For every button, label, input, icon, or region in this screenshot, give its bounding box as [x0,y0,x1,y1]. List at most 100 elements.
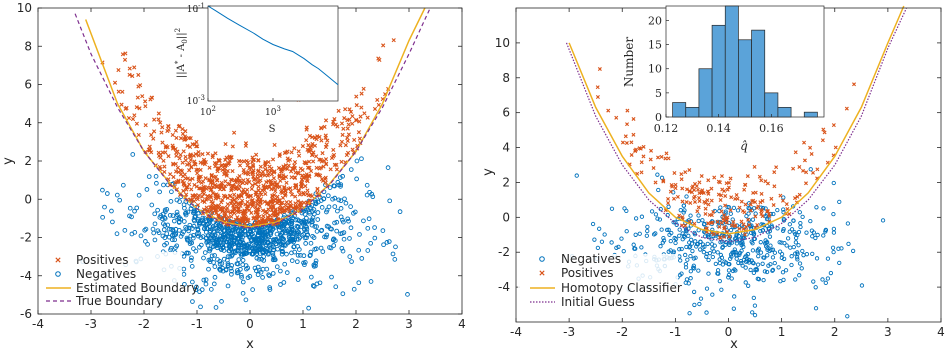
negative-point [644,233,649,238]
positive-point [666,196,671,201]
negative-point [332,204,338,209]
positive-point [166,124,171,129]
positive-point [745,174,750,179]
positive-point [668,189,673,194]
positive-point [651,166,656,171]
negative-point [165,222,171,228]
positive-point [322,158,327,163]
negative-point [197,220,203,226]
negative-point [262,238,268,244]
positive-point [241,218,246,223]
initial-guess-line [565,7,908,243]
negative-point [310,215,316,220]
negative-point [296,229,301,235]
right-legend-marker-negatives [539,256,545,262]
negative-point [267,285,273,290]
negative-point [705,233,710,238]
negative-point [255,243,261,248]
positive-point [136,84,141,89]
positive-point [743,202,748,207]
negative-point [764,269,770,275]
positive-point [233,200,238,205]
positive-point [177,123,182,128]
left-y-axis-label: y [1,157,16,165]
negative-point [312,224,318,229]
positive-point [822,130,827,135]
positive-point [717,224,722,229]
positive-point [381,43,386,48]
positive-point [304,127,309,132]
negative-point [181,219,187,224]
negative-point [710,292,715,297]
negative-point [289,224,295,230]
negative-point [796,243,801,248]
positive-point [697,180,702,185]
y-tick-label: 6 [24,78,32,92]
negative-point [750,217,756,222]
positive-point [759,178,764,183]
positive-point [185,143,190,148]
positive-point [187,144,193,150]
left-legend-item-true-boundary: True Boundary [46,294,163,308]
negative-point [710,254,715,260]
positive-point [284,200,289,205]
positive-point [188,136,193,141]
positive-point [679,177,684,182]
left-legend-item-positives: Positives [76,253,129,267]
negative-point [255,238,261,243]
positive-point [224,173,229,178]
negative-point [304,227,310,232]
positive-point [241,213,246,219]
left-legend-markers [55,257,61,277]
positive-point [272,169,277,174]
positive-point [346,122,351,127]
positive-point [271,198,276,203]
negative-point [781,218,787,223]
negative-point [173,245,178,250]
negative-point [751,236,757,241]
negative-point [821,206,826,211]
positive-point [352,137,357,143]
positive-point [196,150,201,155]
positive-point [260,208,266,213]
positive-point [316,172,321,178]
negative-point [808,219,813,224]
right-inset-x-tick-label: 0.16 [759,122,784,135]
negative-point [212,274,218,280]
positive-point [739,219,744,224]
positive-point [243,202,248,207]
positive-point [180,131,186,136]
positive-point [272,186,277,191]
positive-point [815,167,820,172]
negative-point [268,238,273,243]
positive-point [243,143,248,148]
positive-point [219,200,224,205]
positive-point [808,145,813,150]
positive-point [171,174,176,180]
y-tick-label: -6 [20,307,32,321]
positive-point [721,216,726,221]
negative-point [332,220,337,226]
positive-point [299,181,304,187]
positive-point [679,172,684,177]
positive-point [213,196,218,201]
positive-point [639,160,644,165]
negative-point [777,240,782,245]
negative-point [150,226,156,232]
negative-point [249,251,255,257]
negative-point [698,239,703,245]
negative-point [274,231,280,237]
negative-point [631,242,636,247]
positive-point [831,123,836,128]
histogram-bar [738,39,752,118]
negative-point [132,208,137,214]
negative-point [339,230,345,236]
positive-point [271,176,276,181]
positive-point [697,195,702,200]
positive-point [690,185,695,190]
negative-point [684,244,689,250]
positive-point [147,148,153,153]
x-tick-label: -2 [616,325,628,339]
positive-point [716,179,721,184]
negative-point [707,251,713,256]
